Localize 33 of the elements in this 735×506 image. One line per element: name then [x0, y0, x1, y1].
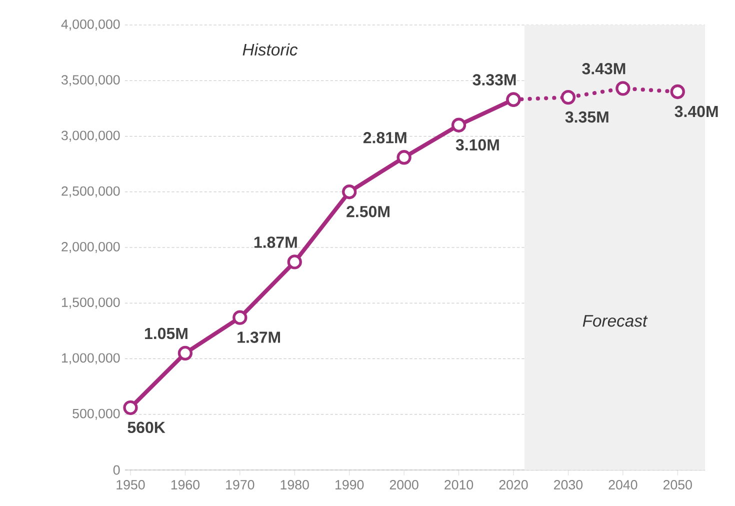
x-tick-label: 1970: [226, 480, 254, 490]
x-tick-label: 2020: [499, 480, 528, 490]
data-label: 1.37M: [238, 332, 280, 343]
y-tick-label: 3,500,000: [61, 75, 120, 86]
band-label: Forecast: [582, 315, 648, 327]
x-tick-label: 1960: [171, 480, 200, 490]
data-label: 1.05M: [145, 328, 188, 340]
y-tick-label: 2,000,000: [62, 242, 120, 254]
x-tick-label: 2040: [608, 480, 638, 490]
data-label: 2.81M: [363, 132, 406, 144]
y-tick-label: 0: [113, 465, 120, 475]
data-label: 3.10M: [456, 139, 499, 151]
data-label: 3.43M: [582, 63, 626, 74]
y-tick-label: 3,000,000: [61, 130, 120, 142]
x-tick-label: 2010: [444, 480, 474, 490]
y-tick-label: 4,000,000: [61, 19, 120, 31]
data-label: 1.87M: [254, 236, 297, 248]
x-tick-label: 2050: [663, 480, 692, 490]
annotation: Historic: [242, 43, 298, 56]
y-tick-label: 1,000,000: [62, 353, 120, 364]
x-tick-label: 1980: [280, 480, 309, 490]
data-label: 3.40M: [674, 106, 718, 118]
y-tick-label: 500,000: [72, 408, 120, 420]
y-tick-label: 2,500,000: [62, 186, 120, 198]
data-label: 560K: [128, 422, 166, 434]
x-tick-label: 2000: [390, 480, 418, 490]
x-tick-label: 2030: [554, 480, 583, 490]
y-tick-label: 1,500,000: [62, 298, 120, 309]
data-label: 2.50M: [346, 206, 390, 218]
data-label: 3.35M: [565, 111, 608, 123]
data-label: 3.33M: [472, 74, 516, 86]
x-tick-label: 1990: [336, 480, 364, 490]
x-tick-label: 1950: [116, 480, 145, 490]
